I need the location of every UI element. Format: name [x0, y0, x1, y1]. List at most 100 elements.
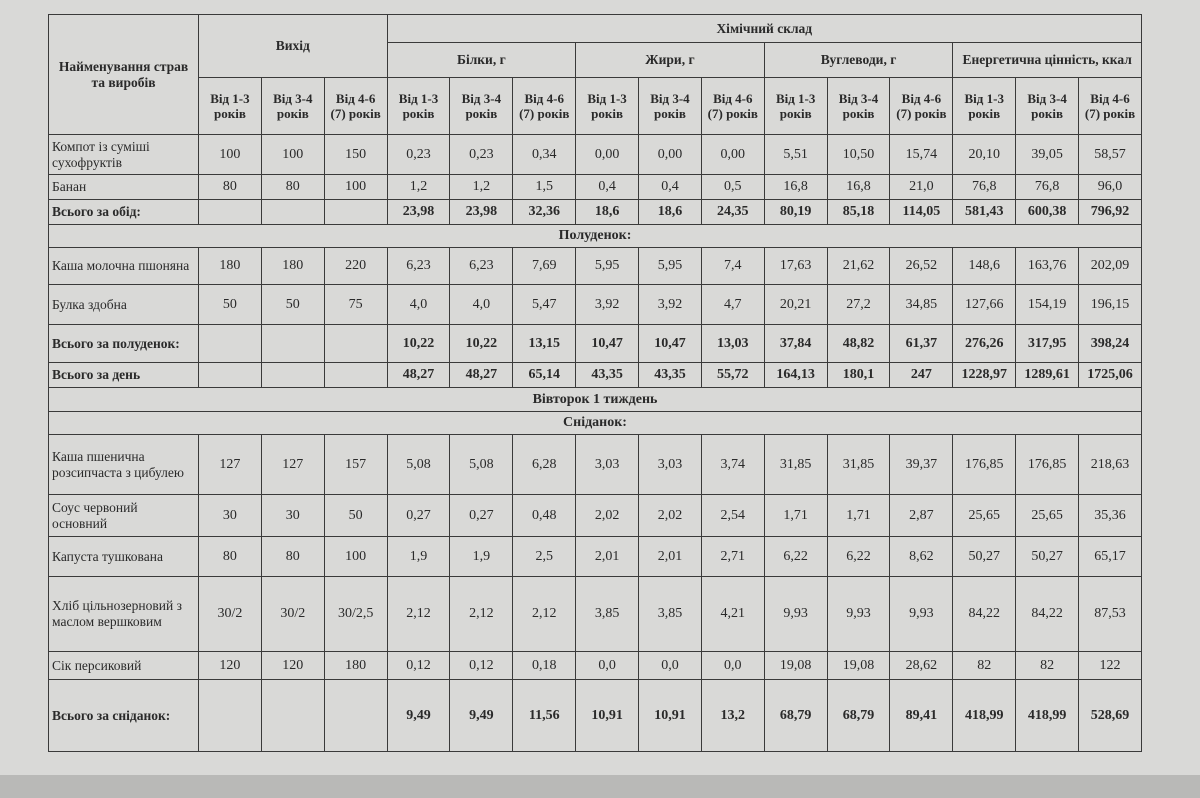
table-header: Найменування страв та виробів Вихід Хімі…: [48, 14, 1143, 135]
value-cell: 11,56: [512, 679, 577, 752]
lower-rows: Сніданок: Каша пшенична розсипчаста з циб…: [48, 411, 1142, 752]
value-cell: 0,00: [575, 134, 640, 175]
dish-name: Всього за обід:: [48, 199, 199, 225]
value-cell: 0,0: [575, 651, 640, 680]
value-cell: 7,4: [700, 247, 765, 285]
table-row: Соус червоний основний 30 30 50 0,27 0,27 0,48…: [48, 494, 1142, 537]
value-cell: [260, 324, 325, 363]
header-group: Жири, г: [575, 42, 765, 78]
value-cell: 120: [260, 651, 325, 680]
value-cell: 150: [323, 134, 388, 175]
value-cell: 3,03: [575, 434, 640, 495]
value-cell: 80,19: [763, 199, 828, 225]
dish-name: Каша пшенична розсипчаста з цибулею: [48, 434, 199, 495]
section-row: Вівторок 1 тиждень: [48, 387, 1142, 412]
section-row: Сніданок:: [48, 411, 1142, 435]
value-cell: 3,74: [700, 434, 765, 495]
value-cell: 2,5: [512, 536, 577, 577]
value-cell: 3,85: [638, 576, 702, 652]
value-cell: 20,10: [952, 134, 1017, 175]
section-title: Вівторок 1 тиждень: [48, 387, 1142, 412]
value-cell: 1,9: [386, 536, 451, 577]
value-cell: 10,22: [449, 324, 514, 363]
value-cell: 180,1: [826, 362, 891, 388]
value-cell: [198, 362, 262, 388]
value-cell: 3,85: [575, 576, 640, 652]
value-cell: 84,22: [952, 576, 1017, 652]
value-cell: 96,0: [1078, 174, 1142, 200]
value-cell: 50: [198, 284, 262, 325]
value-cell: 2,71: [700, 536, 765, 577]
value-cell: 1,5: [512, 174, 577, 200]
value-cell: 0,4: [638, 174, 702, 200]
value-cell: 1725,06: [1078, 362, 1142, 388]
value-cell: 8,62: [889, 536, 954, 577]
value-cell: 6,23: [386, 247, 451, 285]
value-cell: 34,85: [889, 284, 954, 325]
header-age-group: Від 4-6 (7) років: [700, 77, 765, 135]
value-cell: 220: [323, 247, 388, 285]
value-cell: 9,49: [449, 679, 514, 752]
value-cell: 80: [198, 174, 262, 200]
value-cell: 157: [323, 434, 388, 495]
section-title: Сніданок:: [48, 411, 1142, 435]
value-cell: 10,47: [575, 324, 640, 363]
value-cell: [198, 324, 262, 363]
value-cell: 796,92: [1078, 199, 1142, 225]
value-cell: 18,6: [575, 199, 640, 225]
value-cell: 5,47: [512, 284, 577, 325]
value-cell: 20,21: [763, 284, 828, 325]
value-cell: 75: [323, 284, 388, 325]
value-cell: 9,49: [386, 679, 451, 752]
value-cell: 25,65: [952, 494, 1017, 537]
value-cell: 58,57: [1078, 134, 1142, 175]
value-cell: 317,95: [1015, 324, 1080, 363]
value-cell: 2,87: [889, 494, 954, 537]
value-cell: 581,43: [952, 199, 1017, 225]
header-dish-name: Найменування страв та виробів: [48, 14, 199, 135]
value-cell: 2,02: [575, 494, 640, 537]
table-row: Капуста тушкована 80 80 100 1,9 1,9 2,5 2,01 2,0…: [48, 536, 1142, 577]
header-output: Вихід: [198, 14, 388, 78]
upper-rows: Компот із суміші сухофруктів 100 100 150 0,2…: [48, 134, 1142, 412]
value-cell: 176,85: [1015, 434, 1080, 495]
total-row: Всього за сніданок: 9,49 9,49 11,56 10,91 10,…: [48, 679, 1142, 752]
value-cell: 39,05: [1015, 134, 1080, 175]
header-group: Енергетична цінність, ккал: [952, 42, 1142, 78]
value-cell: 100: [323, 536, 388, 577]
value-cell: 68,79: [826, 679, 891, 752]
value-cell: 4,0: [449, 284, 514, 325]
dish-name: Каша молочна пшоняна: [48, 247, 199, 285]
value-cell: 600,38: [1015, 199, 1080, 225]
value-cell: 276,26: [952, 324, 1017, 363]
value-cell: 82: [1015, 651, 1080, 680]
value-cell: 1289,61: [1015, 362, 1080, 388]
value-cell: 6,22: [826, 536, 891, 577]
value-cell: 0,27: [386, 494, 451, 537]
value-cell: 114,05: [889, 199, 954, 225]
value-cell: 3,03: [638, 434, 702, 495]
value-cell: 48,27: [449, 362, 514, 388]
value-cell: 23,98: [386, 199, 451, 225]
value-cell: [323, 679, 388, 752]
value-cell: 18,6: [638, 199, 702, 225]
value-cell: 120: [198, 651, 262, 680]
value-cell: 1,71: [826, 494, 891, 537]
value-cell: [198, 199, 262, 225]
value-cell: [260, 362, 325, 388]
value-cell: 16,8: [826, 174, 891, 200]
total-row: Всього за полуденок: 10,22 10,22 13,15 10,47…: [48, 324, 1142, 363]
value-cell: 30/2: [198, 576, 262, 652]
value-cell: 28,62: [889, 651, 954, 680]
value-cell: 25,65: [1015, 494, 1080, 537]
header-age-group: Від 4-6 (7) років: [1078, 77, 1142, 135]
table-row: Сік персиковий 120 120 180 0,12 0,12 0,18 0,0 0,…: [48, 651, 1142, 680]
value-cell: 76,8: [1015, 174, 1080, 200]
value-cell: 180: [260, 247, 325, 285]
value-cell: 202,09: [1078, 247, 1142, 285]
value-cell: [260, 199, 325, 225]
value-cell: 26,52: [889, 247, 954, 285]
value-cell: 9,93: [826, 576, 891, 652]
value-cell: 65,14: [512, 362, 577, 388]
value-cell: 180: [323, 651, 388, 680]
